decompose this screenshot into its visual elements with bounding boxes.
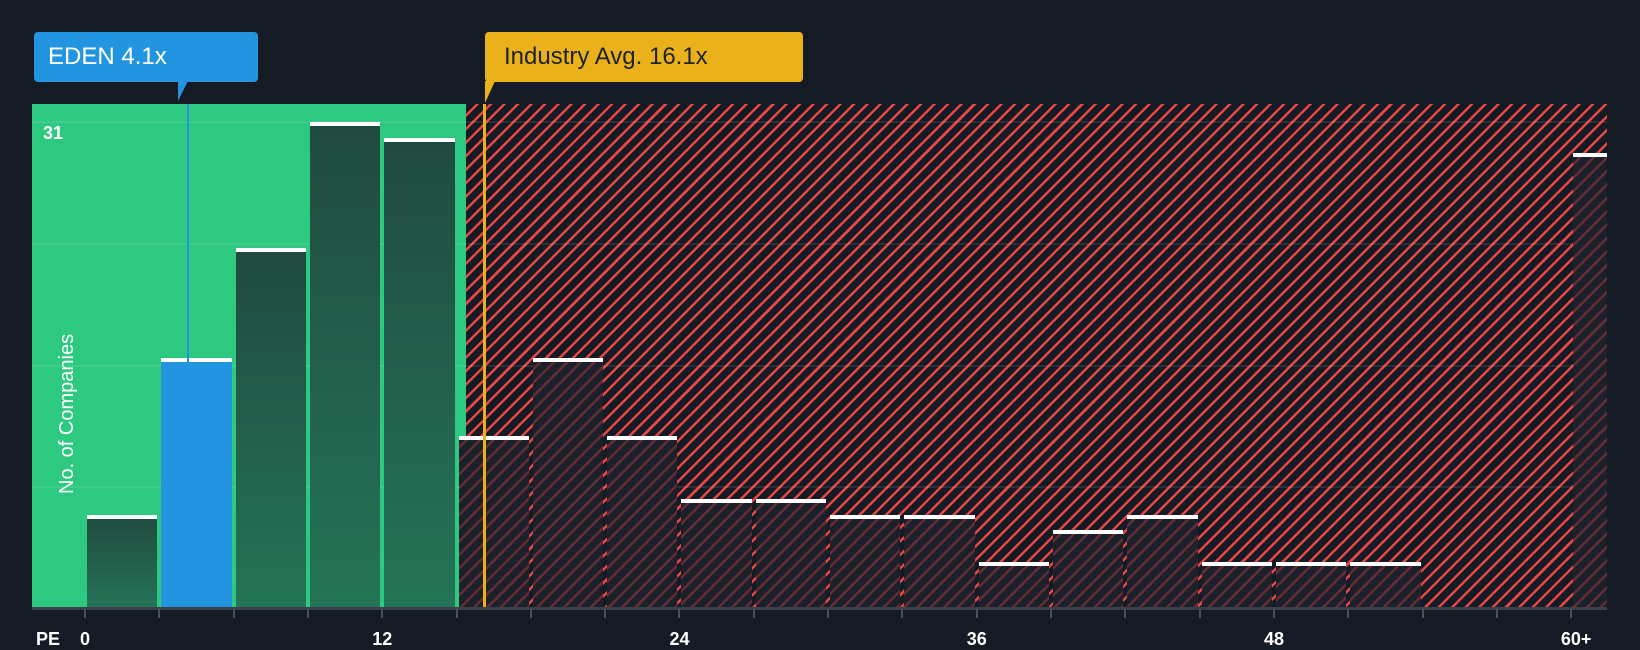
histogram-bar — [681, 499, 752, 609]
industry-avg-label: Industry Avg. 16.1x — [504, 43, 708, 70]
x-axis-line — [32, 607, 1607, 610]
industry-avg-callout: Industry Avg. 16.1x — [485, 32, 803, 82]
bar-cap — [1275, 561, 1347, 566]
x-tick-label: 48 — [1263, 629, 1284, 649]
x-axis-tick — [975, 609, 978, 618]
x-tick-label: 60+ — [1560, 629, 1592, 649]
bar-cap — [458, 436, 529, 441]
x-axis-tick — [901, 609, 904, 618]
histogram-bar — [1053, 530, 1124, 609]
histogram-bar — [904, 514, 975, 609]
x-axis-tick — [232, 609, 235, 618]
histogram-bar — [1350, 561, 1421, 609]
histogram-bar — [830, 514, 901, 609]
x-axis-tick — [1050, 609, 1053, 618]
gridline — [32, 242, 1607, 245]
histogram-bar — [607, 436, 678, 609]
bar-cap — [904, 514, 975, 519]
company-pe-callout: EDEN 4.1x — [34, 32, 258, 82]
bar-cap — [1350, 561, 1421, 566]
company-callout-pointer — [178, 81, 188, 101]
x-tick-label: 0 — [79, 629, 91, 649]
x-axis-tick — [84, 609, 86, 618]
bar-cap — [309, 122, 381, 126]
histogram-bar — [532, 357, 604, 609]
bar-cap — [978, 561, 1050, 566]
x-axis-tick — [752, 609, 755, 618]
histogram-bar — [87, 514, 158, 609]
y-axis-label: No. of Companies — [56, 333, 78, 494]
bar-cap — [1201, 561, 1272, 566]
x-axis-tick — [1570, 609, 1573, 618]
x-axis-title: PE — [36, 629, 61, 649]
x-axis-tick — [827, 609, 830, 618]
x-axis-tick — [381, 609, 384, 618]
company-pe-label: EDEN 4.1x — [48, 43, 167, 70]
x-axis-tick — [1347, 609, 1350, 618]
bar-cap — [161, 357, 232, 362]
x-axis-tick — [1198, 609, 1201, 618]
company-bar — [161, 357, 232, 609]
gridline — [32, 121, 1607, 123]
histogram-bar — [1275, 561, 1347, 609]
x-axis-tick — [529, 609, 532, 618]
histogram-bar — [384, 137, 455, 609]
x-axis-tick — [678, 609, 681, 618]
industry-avg-marker-line — [482, 104, 486, 609]
bar-cap — [235, 247, 306, 252]
company-marker-line — [186, 104, 189, 609]
bar-cap — [87, 514, 158, 519]
gridline — [32, 486, 1607, 489]
x-axis-tick — [455, 609, 458, 618]
x-axis-tick — [604, 609, 607, 618]
bar-cap — [384, 137, 455, 142]
x-axis-tick — [1495, 609, 1498, 618]
x-axis-tick — [1124, 609, 1127, 618]
bar-cap — [830, 514, 901, 519]
bar-cap — [532, 357, 604, 362]
bar-cap — [1127, 514, 1198, 519]
histogram-bar — [1573, 153, 1607, 609]
x-tick-label: 36 — [966, 629, 987, 649]
bar-cap — [1573, 153, 1607, 158]
x-tick-label: 12 — [372, 629, 393, 649]
histogram-bar — [309, 122, 381, 609]
plot-area — [32, 104, 1607, 609]
industry-callout-pointer — [485, 81, 495, 103]
histogram-bar — [978, 561, 1050, 609]
bar-cap — [607, 436, 678, 441]
gridline — [32, 364, 1607, 367]
x-tick-label: 24 — [669, 629, 690, 649]
x-axis-tick — [1272, 609, 1275, 618]
bar-cap — [1053, 530, 1124, 535]
histogram-bar — [458, 436, 529, 609]
above-industry-zone — [466, 104, 1607, 609]
bar-cap — [755, 499, 827, 504]
x-axis-tick — [158, 609, 161, 618]
bar-cap — [681, 499, 752, 504]
histogram-bar — [235, 247, 306, 609]
x-axis-tick — [306, 609, 309, 618]
histogram-bar — [1201, 561, 1272, 609]
x-axis-tick — [1421, 609, 1424, 618]
y-axis-max-label: 31 — [43, 123, 64, 143]
histogram-bar — [755, 499, 827, 609]
histogram-bar — [1127, 514, 1198, 609]
